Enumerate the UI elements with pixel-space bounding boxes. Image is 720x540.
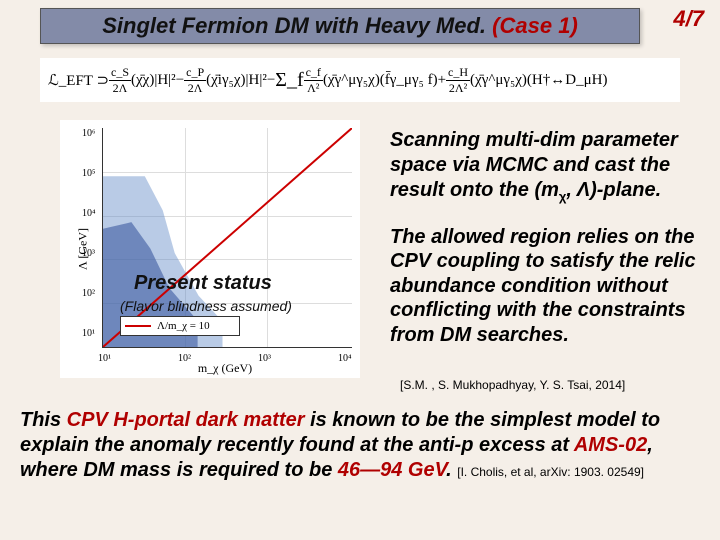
formula-body-1: (χ̄χ)|H|² [131,72,176,89]
bottom-hl2: AMS-02 [574,434,647,456]
citation-cholis: [I. Cholis, et al, arXiv: 1903. 02549] [457,465,644,479]
present-status-label: Present status [134,272,272,295]
formula-frac-2: c_P2Λ [184,65,206,96]
ytick-5: 10⁶ [82,128,96,139]
eft-lagrangian-formula: ℒ_EFT ⊃ c_S2Λ (χ̄χ)|H|² − c_P2Λ (χ̄iγ₅χ)… [40,58,680,102]
xtick-0: 10¹ [98,353,111,364]
chart-inner [102,128,352,348]
formula-sign-4: + [438,72,446,89]
ytick-2: 10³ [82,248,95,259]
diag-line [103,128,352,347]
formula-body-3: (χ̄γ^μγ₅χ)(f̄γ_μγ₅ f) [323,72,438,89]
formula-sign-3: − [267,72,275,89]
flavor-blindness-note: (Flavor blindness assumed) [120,298,292,314]
xtick-3: 10⁴ [338,353,352,364]
formula-frac-1: c_S2Λ [109,65,131,96]
formula-lhs: ℒ_EFT ⊃ [48,71,109,90]
bottom-conclusion: This CPV H-portal dark matter is known t… [20,408,710,483]
allowed-region-description: The allowed region relies on the CPV cou… [390,225,710,347]
chart-xlabel: m_χ (GeV) [198,361,252,376]
title-case: (Case 1) [492,13,578,38]
xtick-2: 10³ [258,353,271,364]
ytick-1: 10² [82,288,95,299]
legend-swatch [125,325,151,327]
formula-body-2: (χ̄iγ₅χ)|H|² [206,72,267,89]
legend-label: Λ/m_χ = 10 [157,320,210,332]
citation-mukhopadhyay: [S.M. , S. Mukhopadhyay, Y. S. Tsai, 201… [400,378,625,392]
bottom-hl3: 46—94 GeV [338,459,446,481]
ytick-0: 10¹ [82,328,95,339]
chart-legend: Λ/m_χ = 10 [120,316,240,336]
formula-frac-4: c_H2Λ² [446,65,470,96]
bottom-pre: This [20,409,67,431]
scan-description: Scanning multi-dim parameter space via M… [390,128,700,205]
formula-body-4: (χ̄γ^μγ₅χ)(H†↔D_μH) [470,72,607,89]
bottom-post: . [446,459,457,481]
formula-frac-3: c_fΛ² [304,65,323,96]
bottom-hl1: CPV H-portal dark matter [67,409,305,431]
scan-text-b: , Λ)-plane. [566,179,661,201]
page-number: 4/7 [673,6,704,32]
formula-sign-2: − [176,72,184,89]
ytick-4: 10⁵ [82,168,96,179]
formula-sum: Σ_f [275,69,303,92]
title-main: Singlet Fermion DM with Heavy Med. [102,13,492,38]
title-band: Singlet Fermion DM with Heavy Med. (Case… [40,8,640,44]
exclusion-plot: Λ [GeV] m_χ (GeV) 10¹ 10² 10³ 10⁴ 10⁵ 10… [60,120,360,378]
xtick-1: 10² [178,353,191,364]
ytick-3: 10⁴ [82,208,96,219]
title-text: Singlet Fermion DM with Heavy Med. (Case… [102,13,578,39]
